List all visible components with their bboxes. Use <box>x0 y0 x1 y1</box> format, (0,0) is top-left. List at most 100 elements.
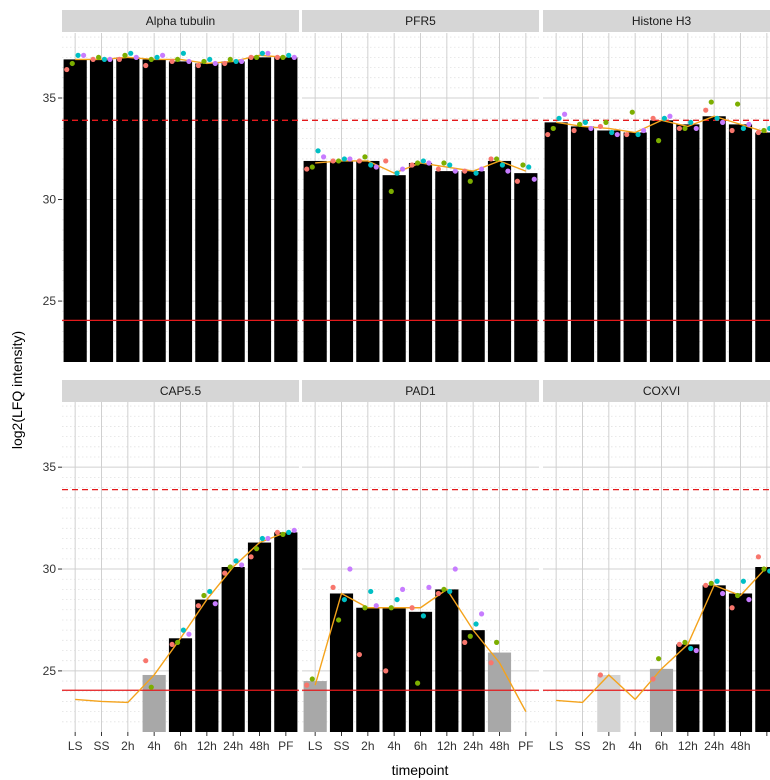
replicate-point <box>280 54 286 60</box>
replicate-point <box>488 660 494 666</box>
x-tick-label: 2h <box>121 739 134 753</box>
bar <box>597 130 621 362</box>
x-tick-label: 4h <box>387 739 400 753</box>
bar <box>168 638 193 732</box>
panel-pfr5: PFR5 <box>302 10 539 362</box>
y-tick-label: 25 <box>43 664 57 678</box>
replicate-point <box>688 119 694 125</box>
replicate-point <box>740 125 746 132</box>
x-tick-label: 4h <box>147 739 160 753</box>
bar <box>597 674 621 732</box>
replicate-point <box>409 162 415 168</box>
x-tick-label: 12h <box>197 739 217 753</box>
replicate-point <box>133 54 139 60</box>
replicate-point <box>462 168 468 174</box>
replicate-point <box>703 107 709 113</box>
x-tick-label: 24h <box>223 739 243 753</box>
replicate-point <box>714 115 720 121</box>
replicate-point <box>550 125 556 132</box>
replicate-point <box>693 647 699 654</box>
x-tick-label: PF <box>518 739 533 753</box>
replicate-point <box>315 148 321 154</box>
replicate-point <box>69 60 75 67</box>
replicate-point <box>347 156 353 162</box>
replicate-point <box>212 601 218 607</box>
replicate-point <box>452 566 458 572</box>
replicate-point <box>175 56 181 63</box>
replicate-point <box>561 111 568 117</box>
x-tick-label: 48h <box>730 739 750 753</box>
bar <box>435 171 459 362</box>
panel-plot-area <box>62 33 299 362</box>
replicate-point <box>309 164 315 170</box>
replicate-point <box>761 566 767 572</box>
bar <box>142 59 166 362</box>
replicate-point <box>499 162 505 168</box>
bar <box>649 668 674 732</box>
bar <box>63 59 87 362</box>
bar <box>676 124 700 362</box>
replicate-point <box>291 527 297 533</box>
replicate-point <box>227 564 233 570</box>
replicate-point <box>609 129 615 136</box>
replicate-point <box>467 633 473 639</box>
replicate-point <box>478 611 485 617</box>
x-tick-label: PF <box>278 739 293 753</box>
replicate-point <box>426 584 432 590</box>
bar <box>116 57 140 362</box>
mean-line <box>556 566 768 704</box>
replicate-point <box>388 605 394 611</box>
replicate-point <box>143 658 149 664</box>
replicate-point <box>233 558 239 564</box>
replicate-point <box>556 115 562 121</box>
bar <box>382 175 406 362</box>
panel-pad1: PAD1 LS SS 2h 4h 6h 12h 24h 48h PF <box>302 380 539 753</box>
replicate-point <box>265 535 271 542</box>
replicate-point <box>597 672 604 678</box>
panel-alpha-tubulin: Alpha tubulin 25 30 35 <box>43 10 299 362</box>
bar <box>728 124 753 362</box>
replicate-point <box>90 56 96 63</box>
bar <box>702 585 726 732</box>
replicate-point <box>373 164 379 170</box>
replicate-point <box>452 168 458 174</box>
bar <box>408 162 433 362</box>
replicate-point <box>746 596 752 603</box>
replicate-point <box>708 580 714 586</box>
replicate-point <box>64 66 70 73</box>
replicate-point <box>254 546 260 552</box>
bar <box>221 567 245 732</box>
replicate-point <box>356 158 363 164</box>
replicate-point <box>667 113 673 119</box>
replicate-point <box>505 168 511 174</box>
replicate-point <box>143 62 149 69</box>
panel-title: COXVI <box>643 384 680 398</box>
bar <box>89 59 114 362</box>
bar <box>356 607 380 732</box>
replicate-point <box>107 56 113 63</box>
replicate-point <box>248 54 254 60</box>
panel-title: CAP5.5 <box>160 384 202 398</box>
x-tick-label: 4h <box>628 739 641 753</box>
replicate-point <box>478 166 485 172</box>
bar <box>221 61 245 362</box>
replicate-point <box>304 166 310 172</box>
replicate-point <box>708 99 714 105</box>
bar <box>487 160 512 362</box>
x-tick-label: LS <box>68 739 83 753</box>
replicate-point <box>195 603 202 609</box>
replicate-point <box>514 178 521 184</box>
y-tick-label: 30 <box>43 193 57 207</box>
x-tick-label: 12h <box>678 739 698 753</box>
replicate-point <box>341 596 347 603</box>
bar <box>461 171 485 362</box>
replicate-point <box>494 639 500 645</box>
bar <box>649 120 674 362</box>
bar <box>303 160 327 362</box>
panel-cap5-5: CAP5.5 25 30 35 LS SS 2h 4h 6h 12h 24h 48h PF <box>43 380 299 753</box>
replicate-point <box>420 613 426 619</box>
replicate-point <box>526 164 532 170</box>
bar <box>755 567 770 732</box>
replicate-point <box>330 584 336 590</box>
x-tick-label: LS <box>549 739 564 753</box>
